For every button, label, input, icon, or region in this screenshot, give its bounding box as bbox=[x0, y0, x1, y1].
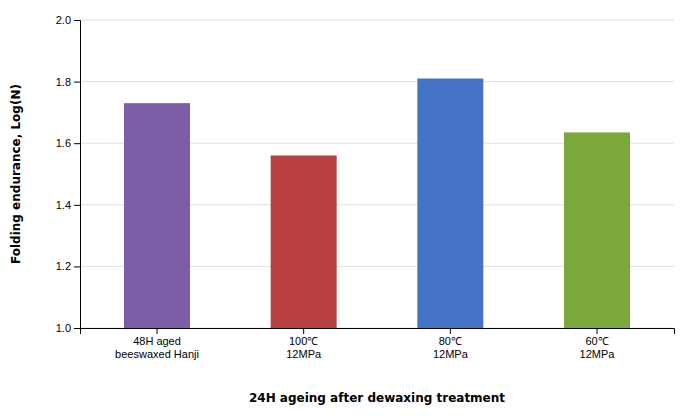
x-tick-mark bbox=[303, 328, 304, 334]
y-axis-line bbox=[74, 21, 81, 329]
grid-line bbox=[80, 81, 674, 82]
y-tick: 1.6 bbox=[56, 137, 80, 149]
y-tick-mark bbox=[74, 143, 80, 144]
x-tick-label: 80℃12MPa bbox=[433, 335, 469, 360]
y-tick-label: 1.0 bbox=[56, 322, 71, 334]
bar bbox=[564, 132, 630, 328]
y-tick: 2.0 bbox=[56, 14, 80, 26]
x-axis: 48H agedbeeswaxed Hanji 100℃12MPa 80℃12MPa… bbox=[81, 328, 675, 360]
chart: 1.0 1.2 1.4 1.6 1.8 2.0 48H agedbeeswaxed Hanj… bbox=[0, 0, 694, 416]
x-tick: 48H agedbeeswaxed Hanji bbox=[115, 328, 199, 360]
y-tick: 1.4 bbox=[56, 199, 80, 211]
y-tick: 1.8 bbox=[56, 76, 80, 88]
bars bbox=[124, 79, 630, 328]
y-tick-label: 1.2 bbox=[56, 260, 71, 272]
y-tick: 1.0 bbox=[56, 322, 80, 334]
x-tick: 60℃12MPa bbox=[580, 328, 616, 360]
y-tick-label: 1.6 bbox=[56, 137, 71, 149]
y-tick-mark bbox=[74, 266, 80, 267]
y-tick-label: 2.0 bbox=[56, 14, 71, 26]
grid-line bbox=[80, 20, 674, 21]
y-tick-label: 1.4 bbox=[56, 199, 71, 211]
x-tick: 80℃12MPa bbox=[433, 328, 469, 360]
x-tick: 100℃12MPa bbox=[286, 328, 322, 360]
y-tick-mark bbox=[74, 82, 80, 83]
y-tick-mark bbox=[74, 328, 80, 329]
x-tick-mark bbox=[597, 328, 598, 334]
y-tick-label: 1.8 bbox=[56, 76, 71, 88]
y-tick: 1.2 bbox=[56, 260, 80, 272]
x-tick-mark bbox=[450, 328, 451, 334]
x-axis-title: 24H ageing after dewaxing treatment bbox=[249, 391, 505, 405]
x-tick-mark bbox=[157, 328, 158, 334]
x-axis-line bbox=[81, 329, 675, 335]
y-tick-mark bbox=[74, 20, 80, 21]
y-axis-title: Folding endurance, Log(N) bbox=[9, 84, 23, 264]
y-tick-mark bbox=[74, 205, 80, 206]
x-tick-label: 60℃12MPa bbox=[580, 335, 616, 360]
plot: 1.0 1.2 1.4 1.6 1.8 2.0 48H agedbeeswaxed Hanj… bbox=[56, 14, 675, 360]
bar bbox=[124, 103, 190, 328]
bar bbox=[417, 79, 483, 328]
bar bbox=[271, 156, 337, 328]
grid bbox=[80, 20, 674, 328]
y-axis: 1.0 1.2 1.4 1.6 1.8 2.0 bbox=[56, 14, 81, 334]
x-tick-label: 48H agedbeeswaxed Hanji bbox=[115, 335, 199, 360]
x-tick-label: 100℃12MPa bbox=[286, 335, 322, 360]
